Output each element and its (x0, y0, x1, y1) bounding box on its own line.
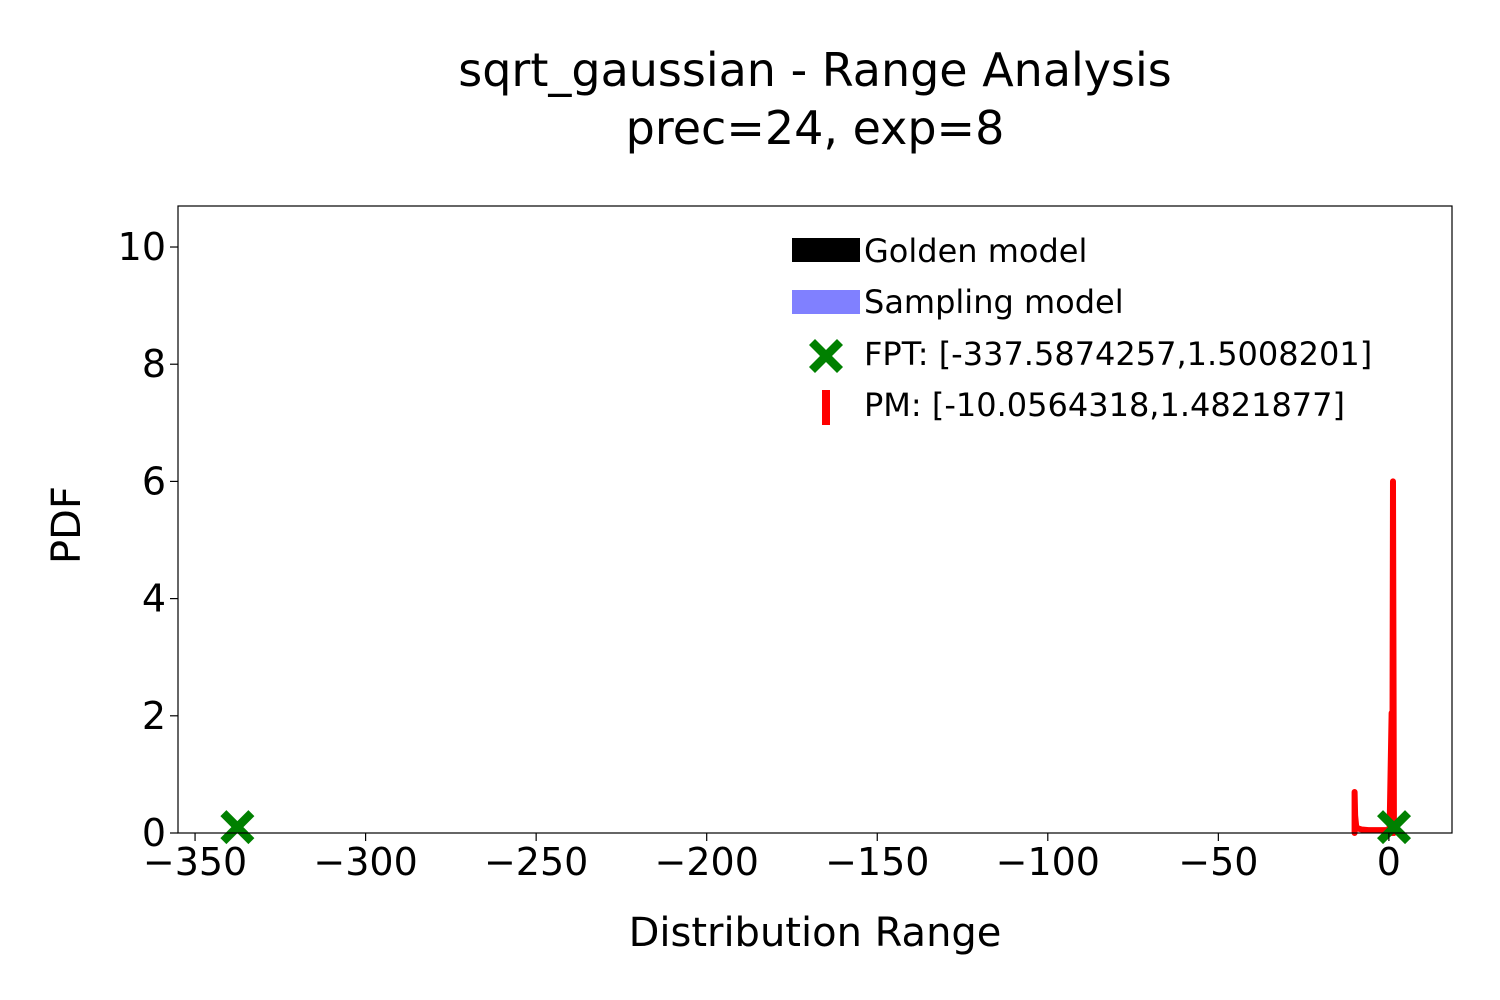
x-tick-label: −300 (313, 840, 417, 884)
legend-label-sampling-model: Sampling model (864, 283, 1124, 321)
legend-swatch-sampling-model (792, 290, 860, 314)
legend: Golden model Sampling model FPT: [-337.5… (792, 232, 1372, 425)
x-axis-label: Distribution Range (629, 910, 1002, 956)
x-tick-label: −250 (484, 840, 588, 884)
y-tick-label: 6 (142, 459, 166, 503)
legend-label-fpt: FPT: [-337.5874257,1.5008201] (864, 335, 1372, 373)
fpt-x-marker (220, 810, 255, 845)
plot-markers (220, 810, 1412, 845)
fpt-x-marker (1377, 810, 1412, 845)
chart-title: sqrt_gaussian - Range Analysis (458, 43, 1172, 97)
plot-area-frame (177, 205, 1453, 834)
x-tick-label: −350 (143, 840, 247, 884)
legend-label-pm: PM: [-10.0564318,1.4821877] (864, 386, 1345, 424)
y-tick-label: 0 (142, 811, 166, 855)
x-tick-label: −200 (655, 840, 759, 884)
pm-series-line (1351, 478, 1397, 836)
x-axis: −350 −300 −250 −200 −150 −100 −50 0 (143, 833, 1401, 884)
y-tick-label: 2 (142, 694, 166, 738)
x-tick-label: −50 (1178, 840, 1258, 884)
x-tick-label: −150 (825, 840, 929, 884)
y-tick-label: 8 (142, 342, 166, 386)
y-axis: 0 2 4 6 8 10 (118, 225, 178, 855)
legend-marker-pm-tick (822, 390, 830, 425)
plot-lines (1351, 478, 1397, 836)
y-tick-label: 4 (142, 577, 166, 621)
y-axis-label: PDF (44, 486, 90, 564)
y-tick-label: 10 (118, 225, 166, 269)
legend-swatch-golden-model (792, 238, 860, 262)
x-tick-label: 0 (1377, 840, 1401, 884)
legend-marker-fpt-x-icon (809, 339, 843, 373)
legend-label-golden-model: Golden model (864, 232, 1087, 270)
x-tick-label: −100 (996, 840, 1100, 884)
chart-subtitle: prec=24, exp=8 (626, 101, 1005, 155)
